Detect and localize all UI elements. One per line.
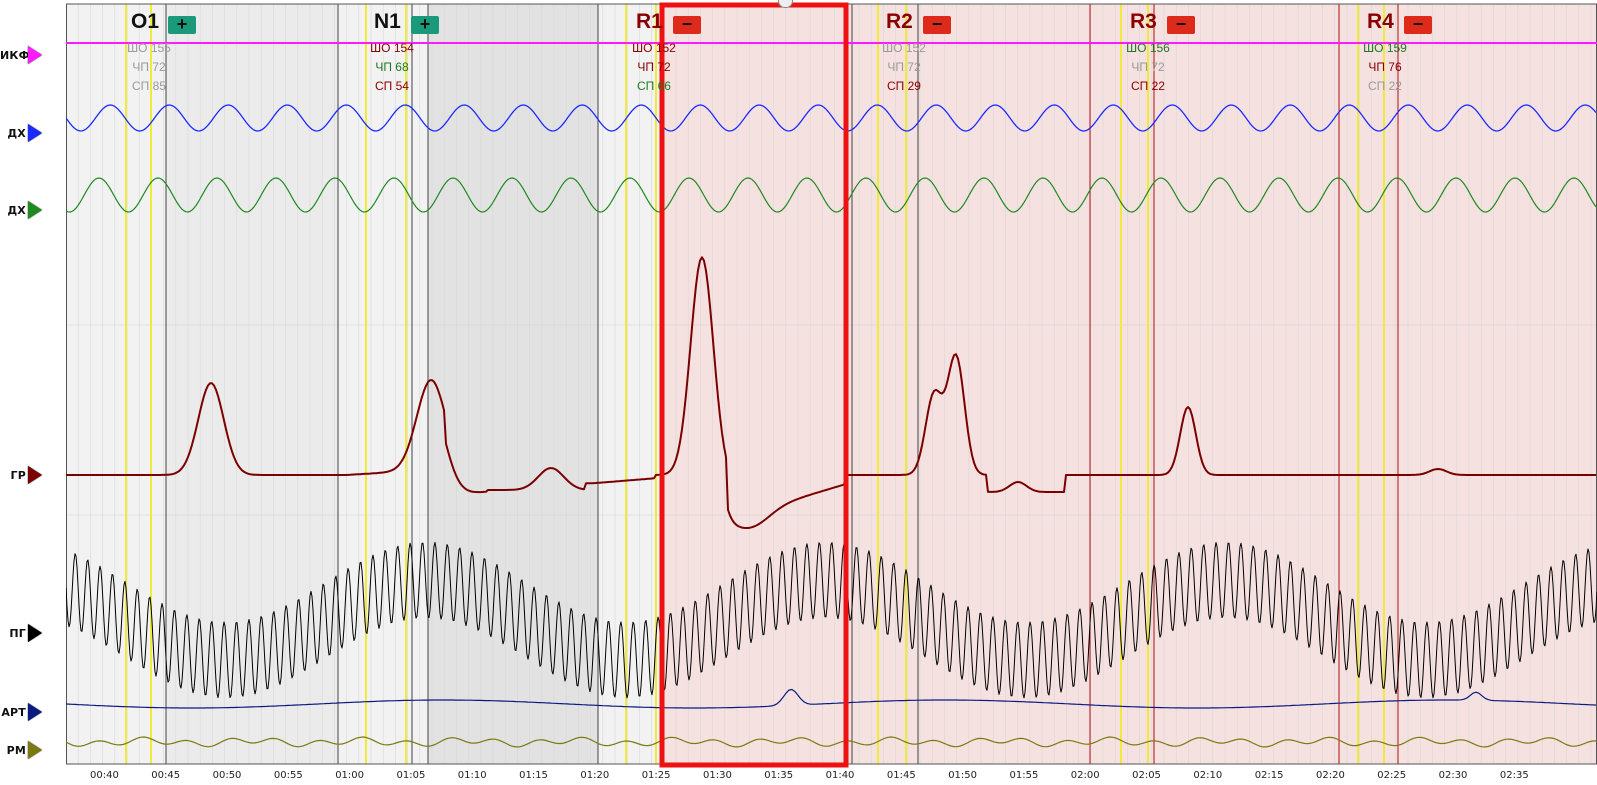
channel-marker-icon[interactable] (28, 124, 42, 142)
minus-flag-icon: − (673, 15, 701, 34)
channel-label: АРТ (1, 705, 26, 719)
score-chp: ЧП 68 (375, 60, 409, 74)
time-tick-label: 01:40 (825, 770, 855, 781)
score-sp: СП 66 (637, 79, 671, 93)
polygraph-chart[interactable]: O1 + ШО 155 ЧП 72 СП 85 N1 + ШО 154 ЧП 68 СП 54 R1… (66, 0, 1597, 785)
time-tick-label: 00:40 (90, 770, 119, 781)
question-label[interactable]: N1 (374, 10, 401, 33)
channel-label: ДХ (7, 126, 26, 140)
minus-flag-icon: − (923, 15, 951, 34)
score-shoe: ШО 154 (370, 41, 414, 55)
time-tick-label: 00:50 (212, 770, 242, 781)
time-tick-label: 01:55 (1009, 770, 1039, 781)
time-tick-label: 01:15 (519, 770, 548, 781)
channel-marker-icon[interactable] (28, 46, 42, 64)
time-tick-label: 02:15 (1254, 770, 1284, 781)
time-tick-label: 02:10 (1193, 770, 1223, 781)
time-tick-label: 01:25 (641, 770, 671, 781)
channel-label: ИКФ (0, 48, 30, 62)
time-tick-label: 01:50 (948, 770, 978, 781)
score-chp: ЧП 72 (887, 60, 921, 74)
channel-marker-icon[interactable] (28, 466, 42, 484)
channel-0[interactable]: ИКФ (0, 46, 42, 64)
time-tick-label: 01:35 (764, 770, 794, 781)
question-label[interactable]: R1 (636, 10, 663, 33)
score-shoe: ШО 155 (127, 41, 171, 55)
time-tick-label: 02:25 (1377, 770, 1407, 781)
plus-flag-icon: + (411, 15, 439, 34)
question-label[interactable]: R2 (886, 10, 913, 33)
time-tick-label: 02:05 (1132, 770, 1161, 781)
trace-art (66, 688, 1597, 709)
channel-4[interactable]: ПГ (0, 624, 42, 642)
channel-3[interactable]: ГР (0, 466, 42, 484)
channel-2[interactable]: ДХ (0, 201, 42, 219)
time-tick-label: 01:00 (335, 770, 365, 781)
time-tick-label: 02:00 (1070, 770, 1100, 781)
score-shoe: ШО 152 (632, 41, 676, 55)
channel-marker-icon[interactable] (28, 624, 42, 642)
score-chp: ЧП 72 (637, 60, 671, 74)
zone-bg (598, 4, 662, 764)
channel-1[interactable]: ДХ (0, 124, 42, 142)
plus-flag-icon: + (168, 15, 196, 34)
zone-bg (428, 4, 598, 764)
time-tick-label: 01:05 (396, 770, 426, 781)
question-label[interactable]: O1 (131, 10, 160, 33)
channel-label: РМ (6, 743, 26, 757)
trace-gsr (66, 256, 1596, 529)
minus-flag-icon: − (1167, 15, 1195, 34)
channel-panel: ИКФ ДХ ДХ ГР ПГ АРТ РМ (0, 0, 66, 785)
zone-bg (166, 4, 338, 764)
time-tick-label: 01:45 (886, 770, 916, 781)
time-tick-label: 01:10 (457, 770, 487, 781)
question-label[interactable]: R4 (1367, 10, 1394, 33)
score-sp: СП 54 (375, 79, 409, 93)
time-tick-label: 02:35 (1499, 770, 1529, 781)
channel-marker-icon[interactable] (28, 741, 42, 759)
time-tick-label: 00:45 (151, 770, 181, 781)
trace-rm (66, 736, 1597, 748)
trace-pg (66, 541, 1597, 699)
channel-label: ДХ (7, 203, 26, 217)
channel-label: ПГ (9, 626, 26, 640)
score-sp: СП 22 (1368, 79, 1402, 93)
score-shoe: ШО 159 (1363, 41, 1407, 55)
channel-6[interactable]: РМ (0, 741, 42, 759)
chart-canvas[interactable] (66, 0, 1597, 785)
score-sp: СП 29 (887, 79, 921, 93)
question-label[interactable]: R3 (1130, 10, 1157, 33)
channel-marker-icon[interactable] (28, 201, 42, 219)
channel-5[interactable]: АРТ (0, 703, 42, 721)
score-shoe: ШО 156 (1126, 41, 1170, 55)
score-sp: СП 85 (132, 79, 166, 93)
time-tick-label: 02:30 (1438, 770, 1468, 781)
time-tick-label: 02:20 (1316, 770, 1345, 781)
score-sp: СП 22 (1131, 79, 1165, 93)
channel-label: ГР (10, 468, 26, 482)
score-shoe: ШО 152 (882, 41, 926, 55)
trace-dh-upper (66, 104, 1597, 132)
time-tick-label: 01:20 (580, 770, 610, 781)
score-chp: ЧП 72 (132, 60, 166, 74)
minus-flag-icon: − (1404, 15, 1432, 34)
score-chp: ЧП 72 (1131, 60, 1165, 74)
time-tick-label: 01:30 (703, 770, 732, 781)
score-chp: ЧП 76 (1368, 60, 1402, 74)
selection-box (659, 2, 849, 768)
time-tick-label: 00:55 (273, 770, 303, 781)
trace-dh-lower (66, 177, 1597, 213)
channel-marker-icon[interactable] (28, 703, 42, 721)
